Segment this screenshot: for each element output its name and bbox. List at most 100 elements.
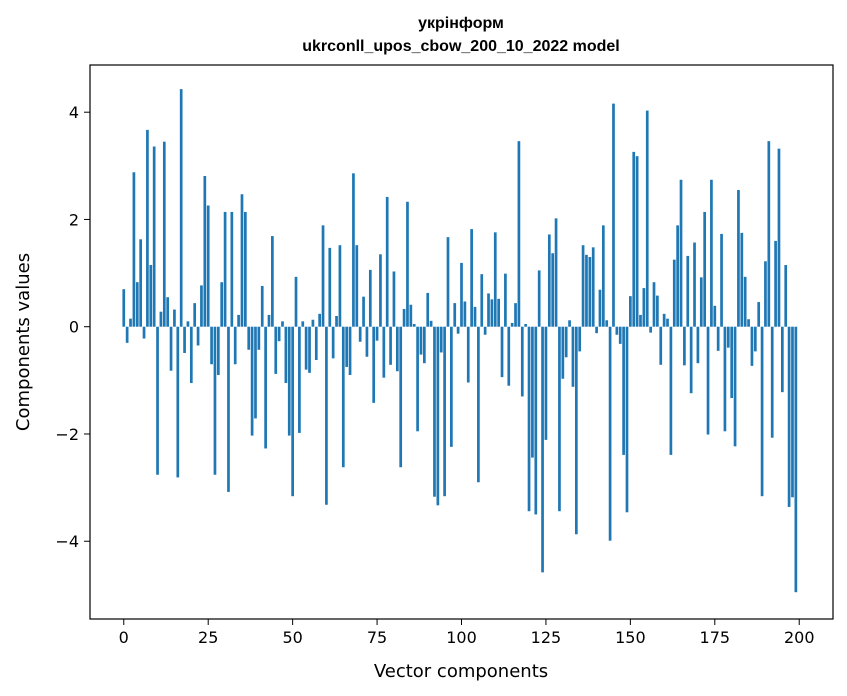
bar <box>402 309 406 327</box>
bar <box>740 232 744 327</box>
bar <box>244 211 247 327</box>
bar <box>547 234 551 327</box>
y-tick-label: 4 <box>69 103 79 122</box>
bar <box>338 245 342 327</box>
bar <box>352 173 355 327</box>
bar <box>777 148 781 327</box>
bar <box>318 313 321 327</box>
bar <box>737 189 740 327</box>
bar <box>433 326 436 497</box>
bar <box>183 326 186 353</box>
bar <box>429 320 433 327</box>
bar <box>281 321 284 327</box>
bar <box>784 265 788 327</box>
y-tick-label: 2 <box>69 210 79 229</box>
y-tick-label: −4 <box>55 532 79 551</box>
bar <box>379 254 382 327</box>
bar <box>656 295 659 327</box>
bar <box>423 326 426 364</box>
bar <box>730 326 734 399</box>
bar <box>125 326 129 343</box>
bar <box>723 326 727 432</box>
bar <box>419 326 423 355</box>
bar <box>412 324 416 327</box>
bar <box>146 129 149 327</box>
bar <box>142 326 146 339</box>
bar <box>189 326 193 384</box>
chart-title-line1: укрінформ <box>418 15 504 32</box>
bar <box>689 326 693 394</box>
bar <box>173 309 176 327</box>
x-axis-label: Vector components <box>374 661 548 682</box>
bar <box>524 324 528 327</box>
bar <box>186 321 190 327</box>
bar <box>443 326 446 497</box>
bar <box>162 141 166 327</box>
bar <box>223 211 227 327</box>
x-axis-ticks: 0 25 50 75 100 125 150 175 200 <box>119 619 815 647</box>
bar <box>520 326 524 397</box>
bar <box>581 245 585 327</box>
bar <box>480 274 484 327</box>
bar <box>456 326 460 334</box>
bar <box>642 288 646 327</box>
bar <box>686 255 690 327</box>
bar <box>308 326 311 373</box>
bar <box>466 326 470 383</box>
bar <box>585 254 588 327</box>
bar <box>395 326 399 372</box>
x-tick-label: 75 <box>367 628 387 647</box>
bar <box>311 319 315 327</box>
bar <box>341 326 345 468</box>
x-tick-label: 0 <box>119 628 129 647</box>
x-tick-label: 150 <box>615 628 646 647</box>
bar <box>531 326 534 458</box>
bar <box>564 326 568 358</box>
x-tick-label: 125 <box>531 628 562 647</box>
bar <box>693 242 696 327</box>
bar <box>399 326 403 468</box>
bar <box>601 225 605 327</box>
bar <box>676 225 679 327</box>
bar <box>470 229 473 327</box>
bar <box>710 179 713 327</box>
bar <box>669 326 673 455</box>
bar <box>196 326 200 346</box>
y-axis-label: Components values <box>13 253 34 431</box>
bar <box>409 304 413 327</box>
bar <box>551 253 555 327</box>
bar <box>767 141 771 327</box>
bar <box>497 298 500 327</box>
bar <box>608 326 612 541</box>
bar <box>733 326 737 447</box>
bar <box>284 326 288 384</box>
bar <box>612 103 615 327</box>
x-tick-label: 50 <box>282 628 302 647</box>
bar <box>216 326 220 375</box>
bar <box>166 297 170 327</box>
bar <box>713 305 717 327</box>
plot-frame <box>89 64 834 620</box>
bar <box>558 326 561 512</box>
bar <box>780 326 784 393</box>
bar <box>517 141 521 327</box>
bar <box>504 273 507 327</box>
bar <box>679 179 683 327</box>
bar <box>227 326 230 492</box>
bar <box>747 319 750 327</box>
y-axis-ticks: −4 −2 0 2 4 <box>55 103 90 551</box>
bar <box>791 326 794 498</box>
bar <box>450 326 453 447</box>
bar <box>230 211 234 327</box>
bar <box>152 146 156 327</box>
bar <box>571 326 575 387</box>
bar <box>416 326 419 432</box>
bar <box>683 326 686 366</box>
bar <box>453 303 457 327</box>
bar <box>358 326 362 342</box>
bar <box>271 236 274 327</box>
chart-title-line2: ukrconll_upos_cbow_200_10_2022 model <box>302 38 619 55</box>
bar <box>179 89 183 327</box>
bar <box>159 311 163 327</box>
bar <box>176 326 180 478</box>
